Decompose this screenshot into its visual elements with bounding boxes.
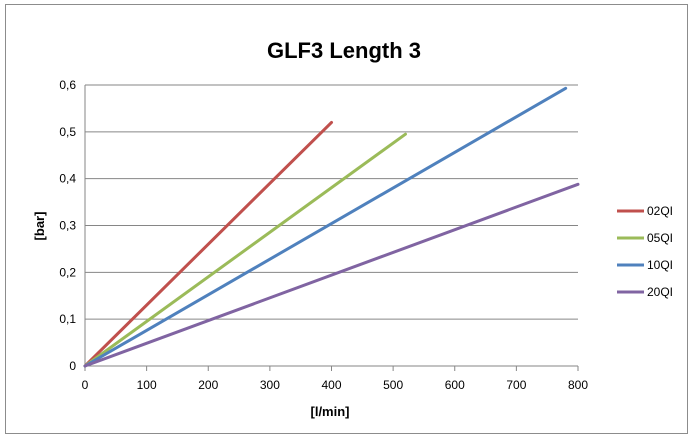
gridlines [84,84,579,371]
x-axis-label: [l/min] [311,404,350,419]
legend-label: 20QI [647,285,673,299]
y-tick-label: 0,2 [59,265,76,279]
x-tick-label: 800 [568,378,588,392]
series-line-02qi [83,120,333,368]
chart-frame [5,4,688,434]
legend-label: 05QI [647,231,673,245]
x-tick-label: 200 [198,378,218,392]
y-tick-label: 0,5 [59,125,76,139]
y-tick-label: 0,1 [59,312,76,326]
y-tick-label: 0 [69,359,76,373]
x-tick-label: 600 [445,378,465,392]
series-lines [83,86,580,368]
x-tick-label: 700 [506,378,526,392]
x-tick-label: 100 [137,378,157,392]
y-axis-ticks: 0 0,1 0,2 0,3 0,4 0,5 0,6 [59,78,76,373]
series-line-20qi [83,182,580,368]
legend-label: 10QI [647,258,673,272]
x-tick-label: 400 [321,378,341,392]
series-line-05qi [83,132,407,368]
y-axis-label: [bar] [32,212,47,241]
legend-label: 02QI [647,204,673,218]
y-tick-label: 0,4 [59,172,76,186]
y-tick-label: 0,3 [59,219,76,233]
legend: 02QI 05QI 10QI 20QI [617,204,673,299]
x-tick-label: 0 [82,378,89,392]
x-axis-ticks: 0 100 200 300 400 500 600 700 800 [82,378,589,392]
series-line-10qi [83,86,568,368]
x-tick-label: 500 [383,378,403,392]
y-tick-label: 0,6 [59,78,76,92]
chart-title: GLF3 Length 3 [267,38,421,63]
x-tick-label: 300 [260,378,280,392]
